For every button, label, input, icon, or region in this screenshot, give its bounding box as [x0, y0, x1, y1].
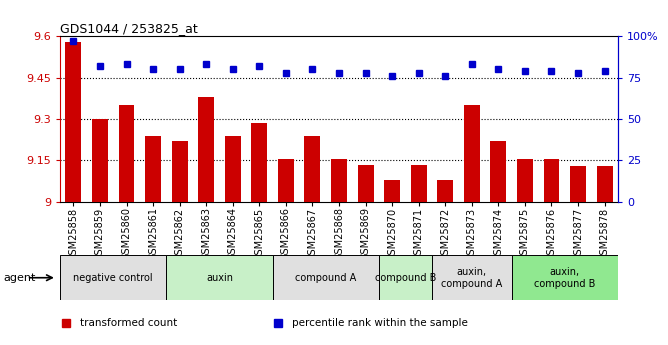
Bar [198, 97, 214, 202]
Bar [166, 255, 273, 300]
Bar [570, 166, 586, 202]
Bar [273, 255, 379, 300]
Bar [357, 165, 373, 202]
Bar [305, 136, 321, 202]
Bar [517, 159, 533, 202]
Bar [464, 105, 480, 202]
Text: compound A: compound A [295, 273, 356, 283]
Text: percentile rank within the sample: percentile rank within the sample [292, 318, 468, 327]
Bar [432, 255, 512, 300]
Text: agent: agent [3, 273, 35, 283]
Bar [379, 255, 432, 300]
Bar [490, 141, 506, 202]
Text: negative control: negative control [73, 273, 153, 283]
Bar [411, 165, 427, 202]
Text: compound B: compound B [375, 273, 436, 283]
Bar [278, 159, 294, 202]
Bar [145, 136, 161, 202]
Bar [118, 105, 134, 202]
Bar [384, 180, 400, 202]
Bar [544, 159, 560, 202]
Text: auxin: auxin [206, 273, 233, 283]
Bar [92, 119, 108, 202]
Bar [172, 141, 188, 202]
Bar [597, 166, 613, 202]
Text: auxin,
compound B: auxin, compound B [534, 267, 595, 288]
Bar [438, 180, 453, 202]
Bar [60, 255, 166, 300]
Text: GDS1044 / 253825_at: GDS1044 / 253825_at [60, 22, 198, 35]
Bar [65, 42, 81, 202]
Bar [512, 255, 618, 300]
Text: auxin,
compound A: auxin, compound A [441, 267, 502, 288]
Bar [251, 123, 267, 202]
Bar [331, 159, 347, 202]
Bar [225, 136, 240, 202]
Text: transformed count: transformed count [79, 318, 177, 327]
